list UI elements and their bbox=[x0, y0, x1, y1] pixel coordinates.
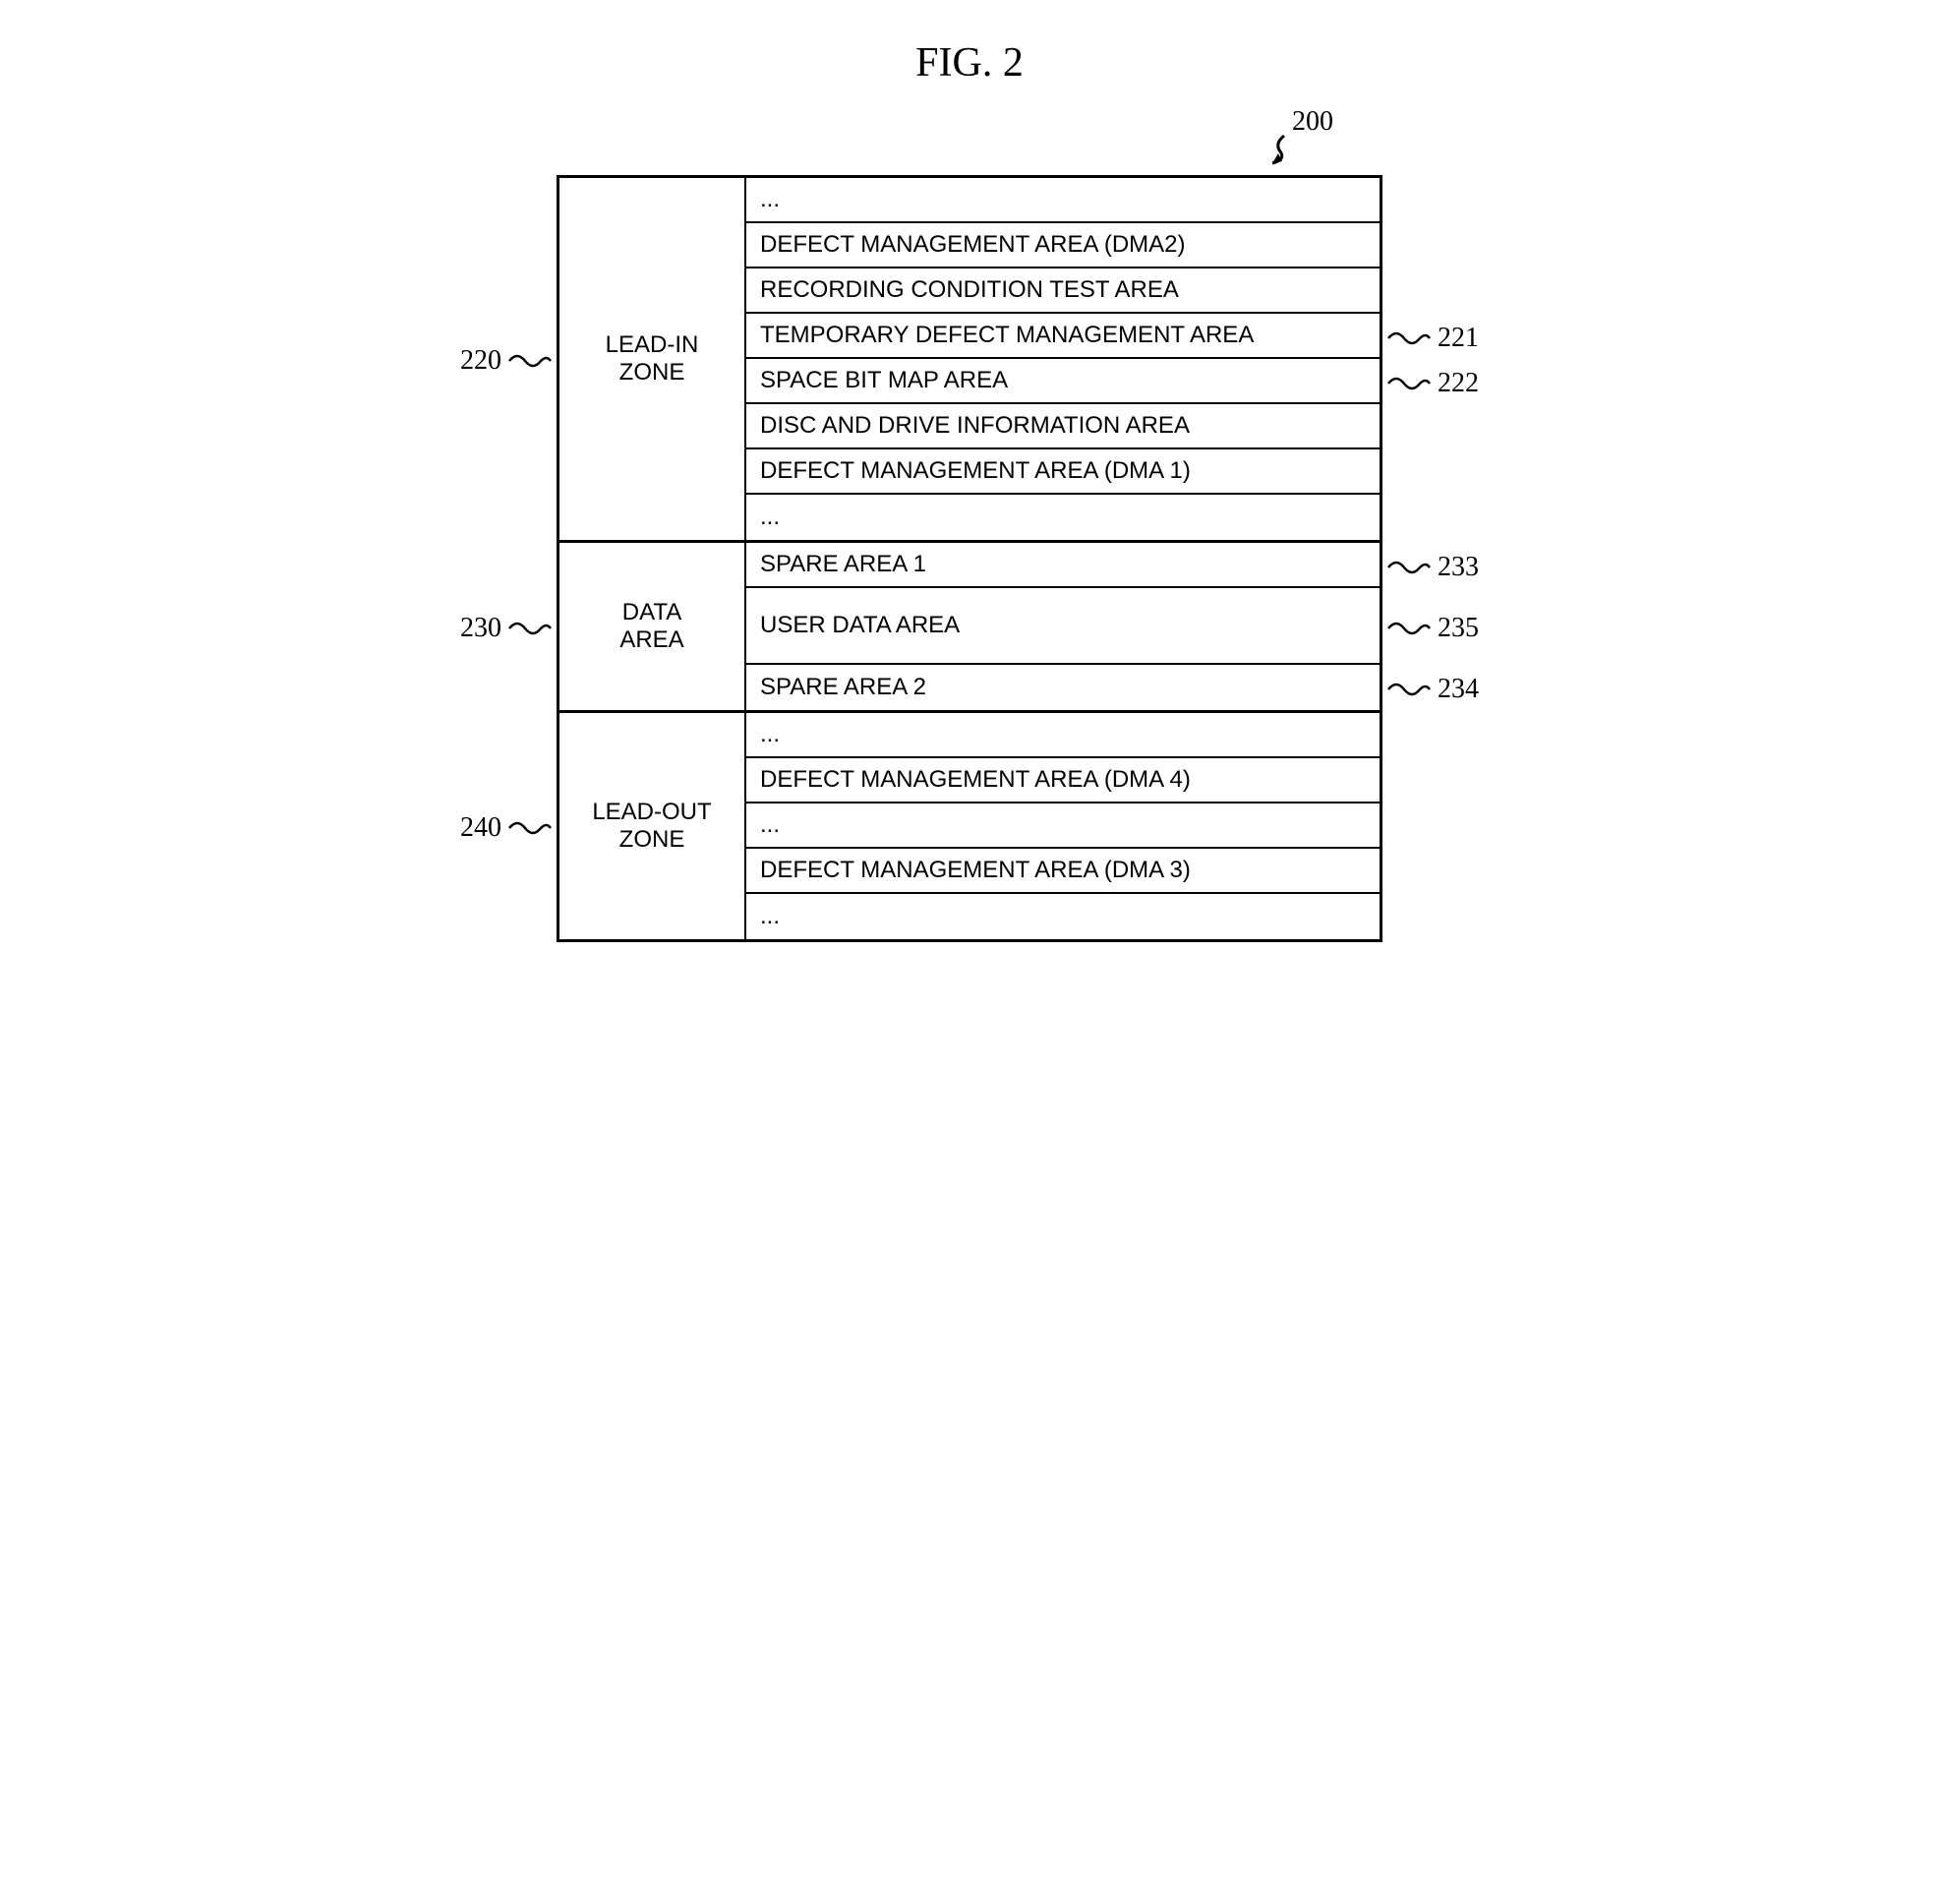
callout: 235 bbox=[1386, 613, 1485, 644]
table-row: DEFECT MANAGEMENT AREA (DMA 3) bbox=[746, 849, 1380, 894]
callout-number: 230 bbox=[454, 613, 507, 644]
table-row: RECORDING CONDITION TEST AREA bbox=[746, 268, 1380, 314]
table-row: ... bbox=[746, 713, 1380, 758]
zone-label: LEAD-OUT ZONE bbox=[559, 713, 746, 939]
zone-label: LEAD-IN ZONE bbox=[559, 178, 746, 540]
callout-number: 220 bbox=[454, 345, 507, 377]
table-row: ... bbox=[746, 495, 1380, 540]
zone-rows: SPARE AREA 1USER DATA AREASPARE AREA 2 bbox=[746, 543, 1380, 710]
figure-wrap: FIG. 2 200 LEAD-IN ZONE...DEFECT MANAGEM… bbox=[380, 39, 1559, 942]
diagram-area: 200 LEAD-IN ZONE...DEFECT MANAGEMENT ARE… bbox=[380, 116, 1559, 942]
callout: 221 bbox=[1386, 323, 1485, 354]
lead-200: 200 bbox=[1235, 110, 1353, 178]
zone-label: DATA AREA bbox=[559, 543, 746, 710]
table-row: USER DATA AREA bbox=[746, 588, 1380, 665]
table-row: SPARE AREA 1 bbox=[746, 543, 1380, 588]
table-row: DISC AND DRIVE INFORMATION AREA bbox=[746, 404, 1380, 449]
zone-rows: ...DEFECT MANAGEMENT AREA (DMA2)RECORDIN… bbox=[746, 178, 1380, 540]
table-row: DEFECT MANAGEMENT AREA (DMA 4) bbox=[746, 758, 1380, 803]
zone-rows: ...DEFECT MANAGEMENT AREA (DMA 4)...DEFE… bbox=[746, 713, 1380, 939]
callout-number: 240 bbox=[454, 812, 507, 844]
figure-title: FIG. 2 bbox=[380, 39, 1559, 87]
callout-200-num: 200 bbox=[1292, 110, 1333, 137]
callout-number: 221 bbox=[1432, 323, 1485, 354]
table-row: ... bbox=[746, 178, 1380, 223]
table-row: ... bbox=[746, 803, 1380, 849]
table-row: DEFECT MANAGEMENT AREA (DMA 1) bbox=[746, 449, 1380, 495]
callout-number: 234 bbox=[1432, 674, 1485, 705]
callout: 220 bbox=[454, 345, 553, 377]
callout-number: 233 bbox=[1432, 552, 1485, 583]
callout-number: 235 bbox=[1432, 613, 1485, 644]
callout-number: 222 bbox=[1432, 368, 1485, 399]
table-row: DEFECT MANAGEMENT AREA (DMA2) bbox=[746, 223, 1380, 268]
zone-group: DATA AREASPARE AREA 1USER DATA AREASPARE… bbox=[559, 543, 1380, 713]
zone-group: LEAD-OUT ZONE...DEFECT MANAGEMENT AREA (… bbox=[559, 713, 1380, 939]
structure-table: LEAD-IN ZONE...DEFECT MANAGEMENT AREA (D… bbox=[557, 175, 1382, 942]
table-row: SPACE BIT MAP AREA bbox=[746, 359, 1380, 404]
callout: 233 bbox=[1386, 552, 1485, 583]
callout: 240 bbox=[454, 812, 553, 844]
callout: 230 bbox=[454, 613, 553, 644]
zone-group: LEAD-IN ZONE...DEFECT MANAGEMENT AREA (D… bbox=[559, 178, 1380, 543]
table-row: TEMPORARY DEFECT MANAGEMENT AREA bbox=[746, 314, 1380, 359]
table-row: ... bbox=[746, 894, 1380, 939]
table-row: SPARE AREA 2 bbox=[746, 665, 1380, 710]
callout: 222 bbox=[1386, 368, 1485, 399]
callout: 234 bbox=[1386, 674, 1485, 705]
